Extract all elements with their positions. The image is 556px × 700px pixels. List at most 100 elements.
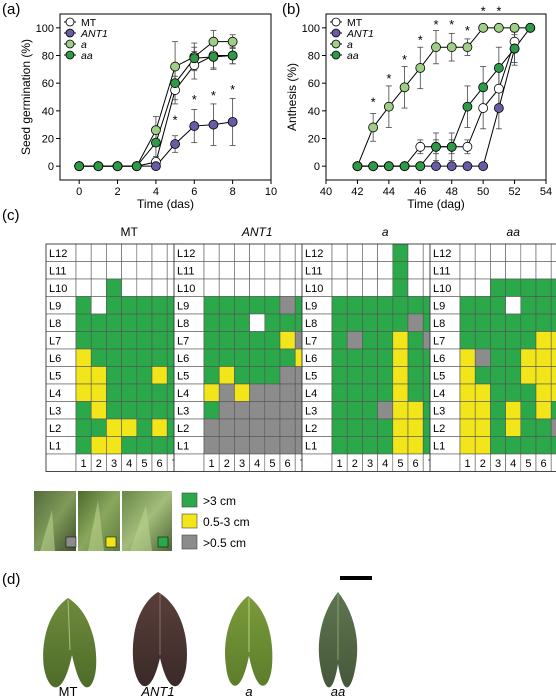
grid-cell — [203, 278, 220, 297]
grid-cell — [264, 401, 281, 420]
y-tick-label: 20 — [308, 134, 320, 146]
grid-cell — [121, 243, 138, 262]
grid-cell — [151, 383, 168, 402]
grid-cell — [279, 261, 296, 280]
grid-cell — [151, 401, 168, 420]
grid-cell — [264, 261, 281, 280]
grid-cell — [505, 278, 522, 297]
data-point-aa — [189, 53, 200, 64]
grid-title: aa — [507, 225, 521, 239]
col-label: 5 — [525, 458, 531, 470]
row-label: L9 — [49, 301, 61, 313]
grid-cell — [234, 348, 250, 367]
row-label: L10 — [49, 283, 67, 295]
grid-cell — [106, 313, 122, 332]
row-label: L4 — [49, 388, 61, 400]
grid-cell — [279, 383, 296, 402]
grid-cell — [459, 243, 476, 262]
grid-cell — [90, 366, 107, 385]
grid-cell — [490, 401, 506, 420]
grid-cell — [505, 261, 522, 280]
grid-cell — [550, 313, 556, 332]
grid-cell — [550, 366, 556, 385]
grid-cell — [520, 261, 537, 280]
grid-cell — [520, 296, 537, 315]
grid-cell — [151, 243, 168, 262]
row-label: L4 — [305, 388, 317, 400]
x-tick-label: 50 — [477, 186, 489, 198]
panel-label-d: (d) — [2, 571, 20, 588]
grid-cell — [490, 331, 506, 350]
col-label: 1 — [337, 458, 343, 470]
col-label: 2 — [224, 458, 230, 470]
y-tick-label: 20 — [42, 134, 54, 146]
row-label: L8 — [433, 318, 445, 330]
grid-cell — [331, 348, 348, 367]
grid-cell — [490, 313, 506, 332]
leaf-size-grids: MTL12L11L10L9L8L7L6L5L4L3L2L11234567ANT1… — [45, 225, 556, 472]
grid-cell — [520, 383, 537, 402]
grid-cell — [90, 418, 107, 437]
grid-cell — [121, 401, 138, 420]
grid-cell — [346, 278, 363, 297]
grid-cell — [346, 348, 363, 367]
legend-text: >3 cm — [203, 494, 236, 508]
data-point-a — [478, 22, 489, 33]
grid-cell — [362, 261, 378, 280]
data-point-a — [462, 42, 473, 53]
grid-cell — [218, 418, 235, 437]
corner-cell — [45, 453, 77, 472]
grid-cell — [459, 348, 476, 367]
grid-cell — [203, 331, 220, 350]
grid-cell — [505, 348, 522, 367]
grid-cell — [264, 436, 281, 455]
row-label: L11 — [177, 266, 195, 278]
row-label: L12 — [177, 248, 195, 260]
data-point-aa — [368, 161, 379, 172]
data-point-aa — [131, 161, 142, 172]
grid-cell — [520, 313, 537, 332]
data-point-aa — [525, 22, 536, 33]
significance-marker: * — [418, 32, 423, 47]
scale-bar — [340, 576, 372, 580]
legend-marker-a — [331, 39, 341, 49]
corner-cell — [429, 453, 461, 472]
grid-cell — [121, 331, 138, 350]
grid-cell — [407, 278, 424, 297]
grid-cell — [90, 278, 107, 297]
row-label: L5 — [433, 371, 445, 383]
x-tick-label: 4 — [153, 186, 159, 198]
grid-cell — [535, 331, 552, 350]
grid-cell — [75, 278, 92, 297]
grid-cell — [234, 366, 250, 385]
grid-cell — [218, 278, 235, 297]
grid-cell — [346, 436, 363, 455]
grid-cell — [151, 278, 168, 297]
grid-cell — [535, 401, 552, 420]
grid-cell — [249, 436, 266, 455]
grid-cell — [218, 366, 235, 385]
panel-label-c: (c) — [2, 207, 20, 224]
row-label: L4 — [433, 388, 445, 400]
grid-cell — [392, 366, 409, 385]
data-point-ANT1 — [478, 161, 489, 172]
grid-cell — [136, 401, 153, 420]
grid-cell — [490, 278, 506, 297]
grid-cell — [264, 331, 281, 350]
grid-cell — [151, 331, 168, 350]
row-label: L7 — [305, 336, 317, 348]
grid-cell — [377, 348, 394, 367]
grid-cell — [490, 383, 506, 402]
grid-cell — [505, 436, 522, 455]
grid-cell — [234, 278, 250, 297]
photo-swatch-green — [157, 536, 169, 548]
y-tick-label: 40 — [308, 106, 320, 118]
data-point-aa — [208, 51, 219, 62]
grid-cell — [505, 366, 522, 385]
legend-marker-MT — [331, 17, 341, 27]
row-label: L12 — [433, 248, 451, 260]
grid-cell — [505, 401, 522, 420]
grid-cell — [505, 296, 522, 315]
significance-marker: * — [230, 82, 235, 97]
row-label: L3 — [177, 406, 189, 418]
